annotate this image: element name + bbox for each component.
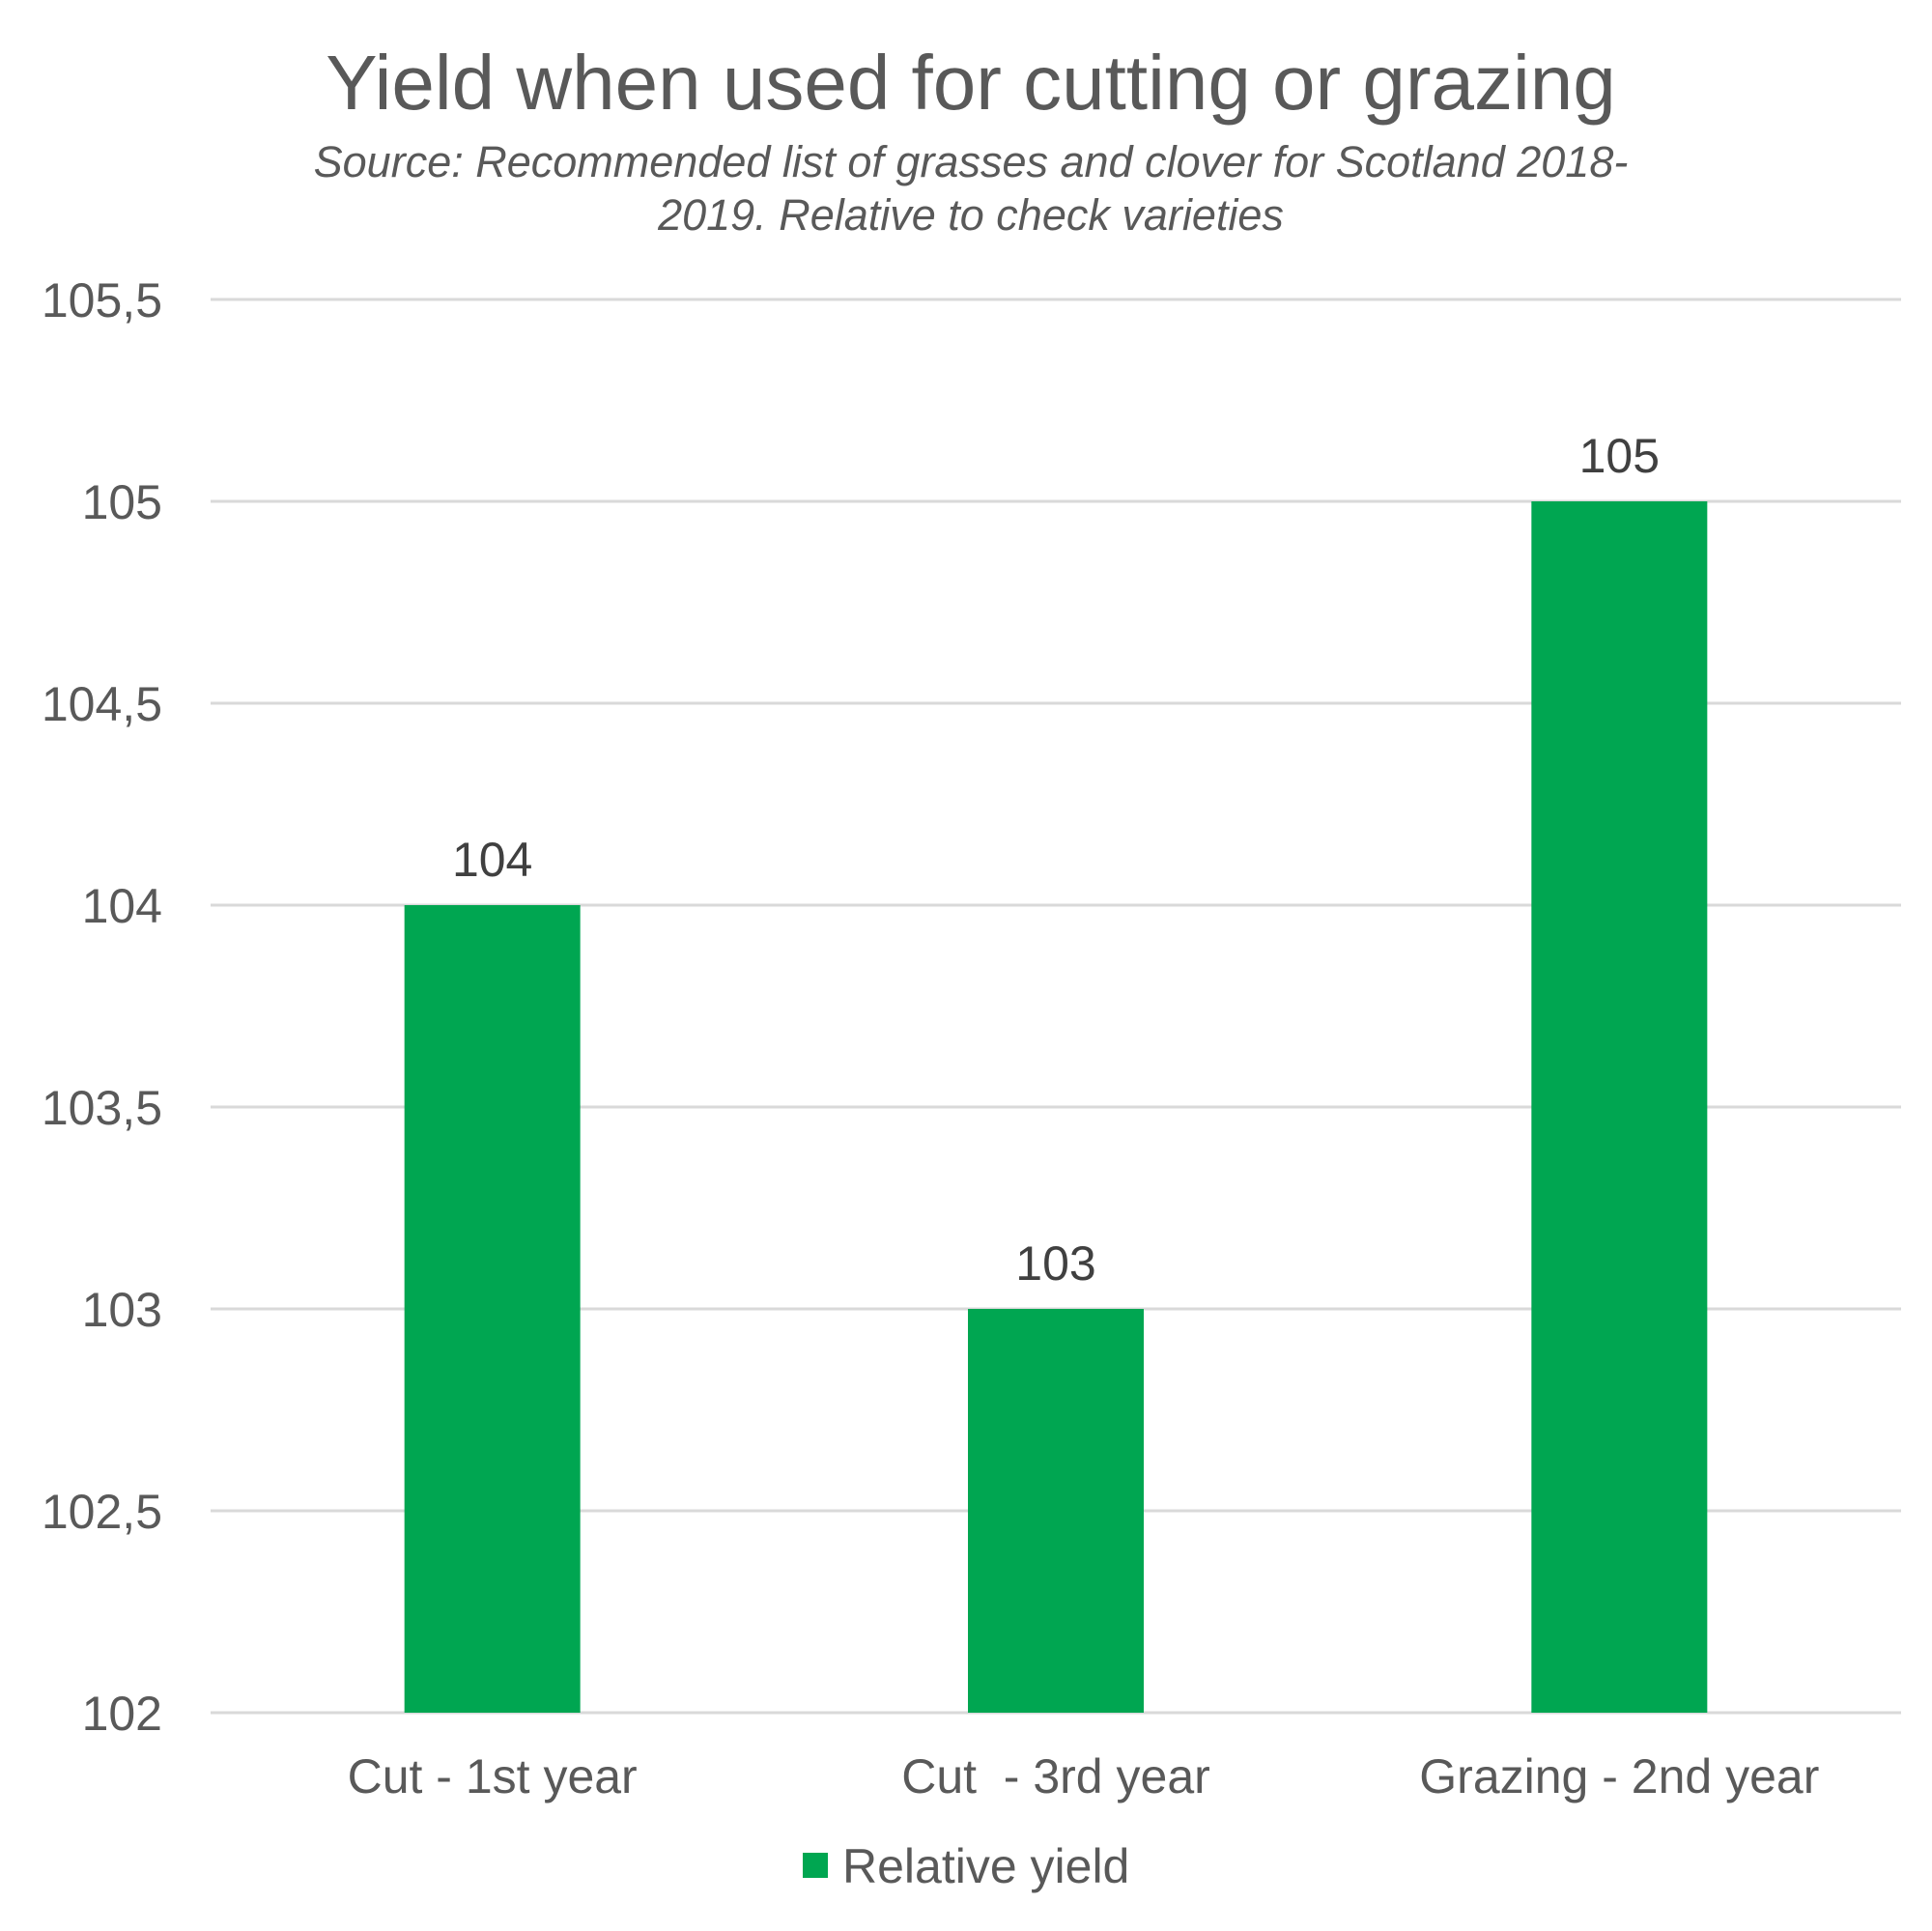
y-tick-label: 105 xyxy=(82,475,162,529)
y-axis-tick-labels: 102 102,5 103 103,5 104 104,5 105 105,5 xyxy=(42,273,162,1741)
y-tick-label: 104 xyxy=(82,879,162,933)
y-tick-label: 102 xyxy=(82,1687,162,1741)
y-tick-label: 105,5 xyxy=(42,273,162,327)
data-label: 104 xyxy=(452,833,532,887)
legend-swatch xyxy=(803,1853,828,1878)
data-label: 105 xyxy=(1579,429,1660,483)
y-tick-label: 103 xyxy=(82,1283,162,1337)
chart-subtitle-line-1: Source: Recommended list of grasses and … xyxy=(314,137,1629,186)
y-tick-label: 104,5 xyxy=(42,677,162,731)
legend: Relative yield xyxy=(803,1839,1129,1893)
legend-label: Relative yield xyxy=(842,1839,1129,1893)
data-labels: 104 103 105 xyxy=(452,429,1660,1291)
bar xyxy=(404,905,581,1713)
x-axis-tick-labels: Cut - 1st year Cut - 3rd year Grazing - 2n… xyxy=(348,1749,1820,1803)
bar xyxy=(1531,501,1708,1713)
bars xyxy=(404,501,1708,1713)
x-tick-label: Cut - 1st year xyxy=(348,1749,638,1803)
bar xyxy=(968,1309,1144,1713)
y-tick-label: 102,5 xyxy=(42,1485,162,1539)
y-tick-label: 103,5 xyxy=(42,1081,162,1135)
chart-subtitle-line-2: 2019. Relative to check varieties xyxy=(657,190,1284,240)
x-tick-label: Cut - 3rd year xyxy=(901,1749,1210,1803)
x-tick-label: Grazing - 2nd year xyxy=(1419,1749,1819,1803)
data-label: 103 xyxy=(1015,1236,1095,1291)
chart-title: Yield when used for cutting or grazing xyxy=(326,40,1616,126)
